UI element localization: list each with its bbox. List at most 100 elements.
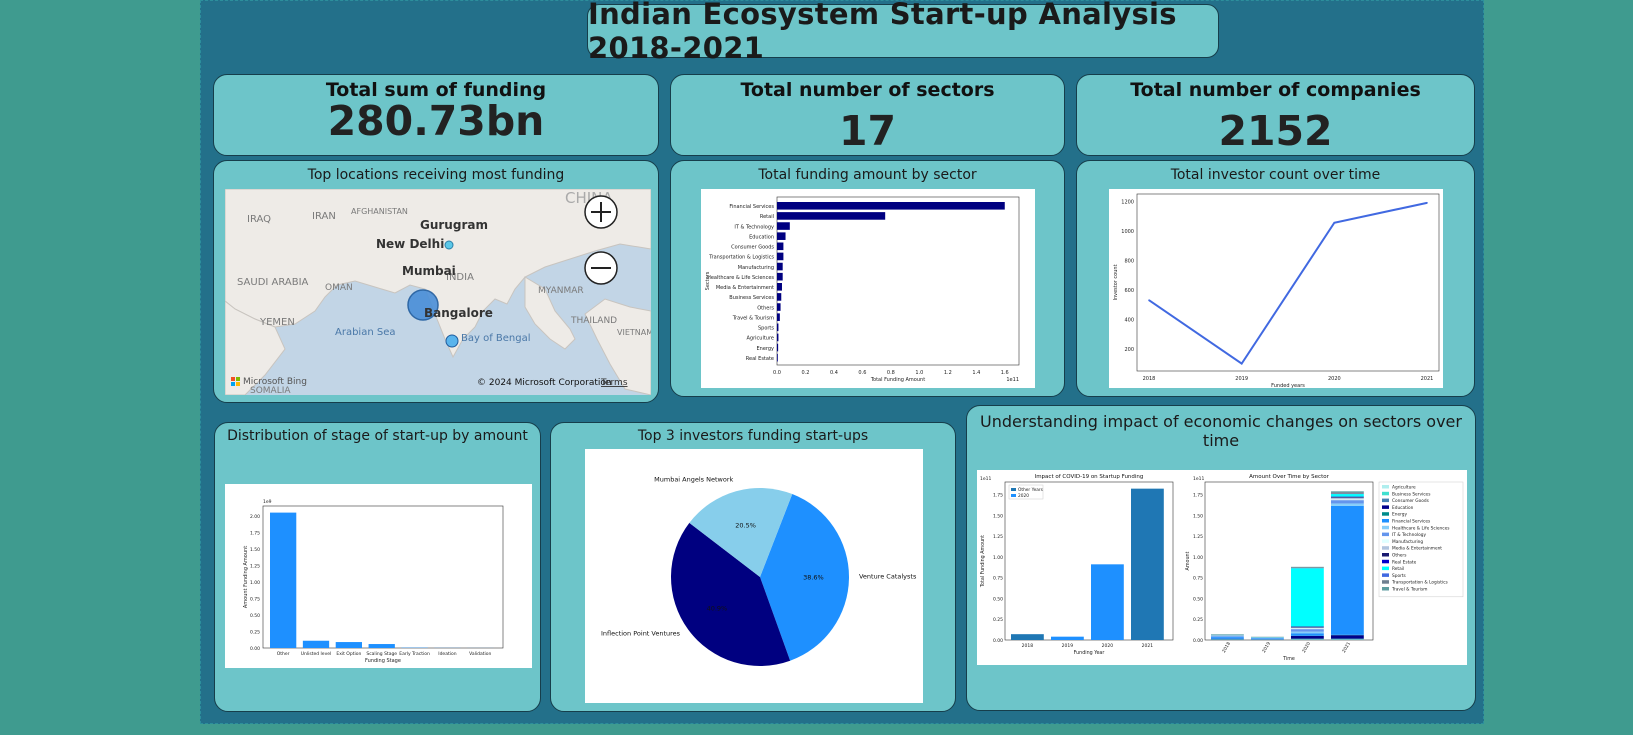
- y-tick-label: 1.50: [1193, 513, 1203, 519]
- y-tick-label: Education: [749, 234, 774, 240]
- bar: [777, 212, 886, 220]
- sea-label: Arabian Sea: [335, 327, 395, 338]
- y-tick-label: 0.50: [250, 613, 260, 619]
- funding-map[interactable]: IRAQ IRAN AFGHANISTAN CHINA SAUDI ARABIA…: [225, 189, 651, 395]
- y-tick-label: IT & Technology: [734, 224, 774, 230]
- kpi-card-funding[interactable]: Total sum of funding 280.73bn: [213, 74, 659, 156]
- stage-chart-card[interactable]: Distribution of stage of start-up by amo…: [214, 422, 541, 712]
- y-tick-label: Manufacturing: [738, 265, 774, 271]
- bar: [777, 222, 790, 230]
- impact-title: Understanding impact of economic changes…: [980, 412, 1462, 450]
- stacked-bar-segment: [1331, 500, 1364, 504]
- y-tick-label: Agriculture: [747, 336, 775, 342]
- city-label: Mumbai: [402, 264, 456, 278]
- plot-frame: [1136, 193, 1440, 372]
- pie-slice: [760, 494, 849, 661]
- y-tick-label: 1.75: [1193, 492, 1203, 498]
- pie-slice-label: Mumbai Angels Network: [654, 476, 733, 484]
- legend-label: Others: [1392, 553, 1407, 559]
- y-tick-label: 0.75: [993, 576, 1003, 582]
- sector-chart-card[interactable]: Total funding amount by sector Financial…: [670, 160, 1065, 397]
- stacked-bar-segment: [1211, 635, 1244, 637]
- stacked-bar-segment: [1291, 568, 1324, 627]
- pie-slice-label: Inflection Point Ventures: [601, 629, 681, 637]
- pie-slice: [671, 522, 791, 666]
- stacked-bar-segment: [1251, 638, 1284, 640]
- legend-label: Other Years: [1018, 487, 1044, 493]
- sector-chart-title: Total funding amount by sector: [758, 167, 977, 183]
- x-axis-label: Funded years: [1271, 383, 1305, 388]
- y-tick-label: Energy: [756, 346, 774, 352]
- y-tick-label: 1000: [1121, 229, 1134, 235]
- stacked-bar-segment: [1291, 631, 1324, 634]
- region-label: MYANMAR: [538, 286, 584, 296]
- stacked-bar-segment: [1291, 636, 1324, 639]
- bar: [777, 202, 1005, 210]
- x-axis-label: Total Funding Amount: [870, 377, 925, 383]
- legend-swatch: [1011, 494, 1016, 497]
- stacked-bar-segment: [1291, 567, 1324, 569]
- map-card[interactable]: Top locations receiving most funding IRA…: [213, 160, 659, 403]
- data-point: [1426, 202, 1428, 204]
- kpi-card-sectors[interactable]: Total number of sectors 17: [670, 74, 1065, 156]
- bar: [777, 252, 784, 261]
- sector-bar-chart[interactable]: Financial Services Retail IT & Technology E…: [701, 189, 1035, 388]
- bar: [777, 333, 779, 342]
- y-tick-label: 1.25: [250, 563, 260, 569]
- y-tick-label: Real Estate: [746, 356, 774, 362]
- y-tick-label: 0.25: [1193, 617, 1203, 623]
- investor-chart-card[interactable]: Total investor count over time 200 400 600…: [1076, 160, 1475, 397]
- x-tick-label: Validation: [469, 651, 491, 657]
- zoom-in-button[interactable]: [584, 195, 618, 229]
- stage-chart-title: Distribution of stage of start-up by amo…: [227, 428, 528, 444]
- map-copyright: © 2024 Microsoft Corporation: [477, 378, 612, 388]
- investor-line-chart[interactable]: 200 400 600 800 1000 1200 2018 2019 2020 2021 Fund…: [1109, 189, 1443, 388]
- region-label: YEMEN: [259, 317, 295, 328]
- bar: [777, 353, 778, 362]
- x-tick-label: 0.8: [887, 370, 895, 376]
- y-axis-label: Amount: [1185, 551, 1191, 570]
- pie-value-label: 40.9%: [707, 605, 728, 613]
- offset-label: 1e11: [980, 476, 991, 482]
- map-credit: Microsoft Bing: [243, 377, 307, 387]
- city-bubble-gurugram[interactable]: [444, 240, 454, 250]
- investor-chart-title: Total investor count over time: [1170, 167, 1381, 183]
- bar: [777, 283, 782, 291]
- impact-card[interactable]: Understanding impact of economic changes…: [966, 405, 1476, 711]
- zoom-out-button[interactable]: [584, 251, 618, 285]
- bar: [777, 293, 782, 301]
- x-tick-label: 2018: [1143, 376, 1156, 382]
- legend-label: Sports: [1392, 573, 1407, 579]
- stacked-bar-segment: [1331, 635, 1364, 639]
- city-bubble-bangalore[interactable]: [445, 334, 459, 348]
- map-terms-link[interactable]: Terms: [600, 378, 628, 388]
- y-tick-label: 0.00: [993, 638, 1003, 644]
- city-bubble-mumbai[interactable]: [407, 289, 439, 321]
- plus-circle-icon: [591, 202, 611, 222]
- legend-box: [1008, 484, 1044, 500]
- bar: [777, 272, 783, 281]
- y-tick-label: Travel & Tourism: [732, 315, 774, 321]
- region-label: VIETNAM: [617, 328, 651, 337]
- y-tick-label: 0.00: [1193, 638, 1203, 644]
- legend-label: 2020: [1018, 493, 1029, 499]
- investor-pie-chart[interactable]: 38.6% Venture Catalysts 40.9% Inflection Po…: [585, 449, 923, 703]
- legend-swatch: [1382, 519, 1389, 523]
- impact-charts[interactable]: Impact of COVID-19 on Startup Funding 0.0…: [977, 470, 1467, 665]
- kpi-card-companies[interactable]: Total number of companies 2152: [1076, 74, 1475, 156]
- region-label: INDIA: [446, 272, 474, 283]
- stage-bar-chart[interactable]: 0.00 0.25 0.50 0.75 1.00 1.25 1.50 1.75 2.00 1e9 O…: [225, 484, 532, 668]
- x-tick-label: 2020: [1301, 641, 1312, 654]
- legend-label: Healthcare & Life Sciences: [1392, 525, 1450, 531]
- y-tick-label: Retail: [760, 214, 774, 220]
- y-tick-label: 0.75: [250, 596, 260, 602]
- kpi-label: Total number of sectors: [740, 79, 995, 101]
- series-line: [1148, 201, 1428, 366]
- plot-frame: [262, 505, 504, 649]
- x-tick-label: 0.2: [801, 370, 809, 376]
- y-axis-label: Amount Funding Amount: [243, 546, 249, 608]
- x-tick-label: 2018: [1022, 643, 1034, 649]
- y-axis-label: Investor count: [1113, 264, 1119, 300]
- investor-pie-card[interactable]: Top 3 investors funding start-ups 38.6% V…: [550, 422, 956, 712]
- stacked-bar-segment: [1331, 503, 1364, 506]
